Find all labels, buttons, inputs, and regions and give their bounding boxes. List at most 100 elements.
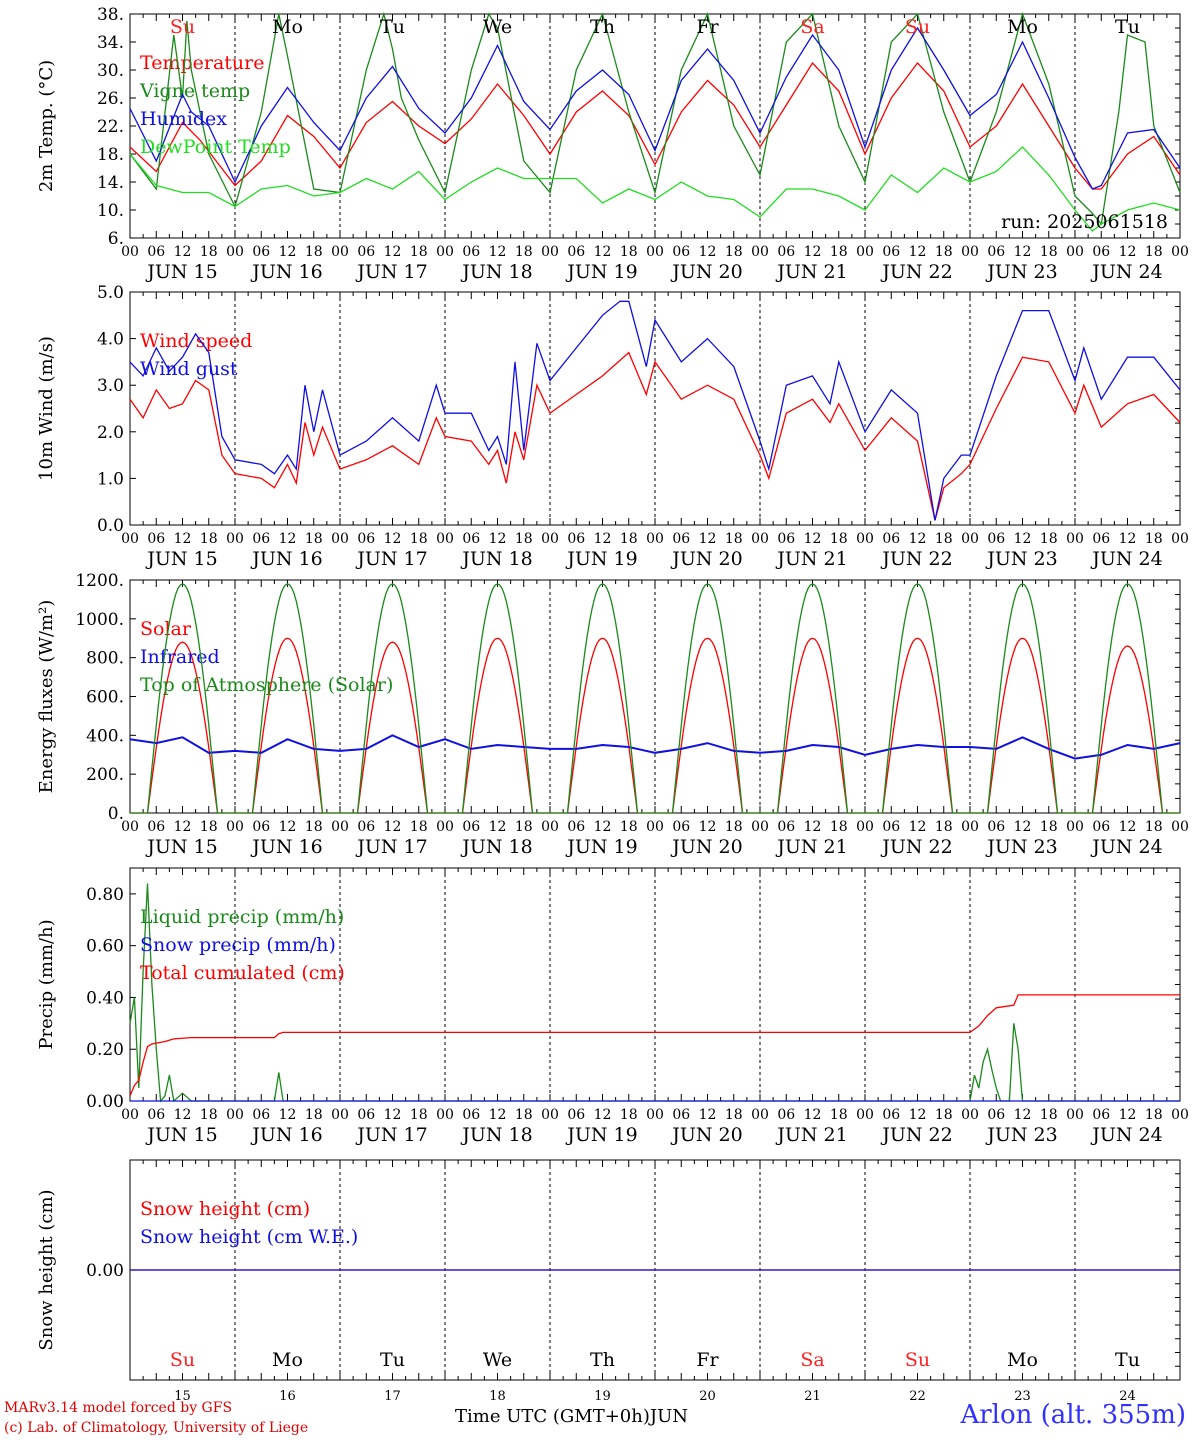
y-tick-label: 200.: [86, 765, 124, 785]
hour-label: 06: [357, 531, 375, 547]
hour-label: 06: [1092, 1107, 1110, 1123]
hour-label: 18: [830, 531, 848, 547]
y-tick-label: 0.0: [97, 516, 124, 536]
legend-entry: Infrared: [140, 646, 220, 668]
date-label: JUN 16: [250, 548, 322, 570]
day-number-label: 17: [384, 1389, 401, 1404]
hour-label: 00: [961, 244, 979, 260]
y-tick-label: 0.00: [86, 1092, 124, 1112]
hour-label: 00: [856, 244, 874, 260]
legend-entry: Vigne temp: [139, 80, 250, 102]
hour-label: 12: [594, 819, 612, 835]
day-number-label: 23: [1014, 1389, 1031, 1404]
legend-entry: Snow height (cm): [140, 1198, 310, 1220]
weekday-label: Fr: [696, 16, 719, 38]
hour-label: 12: [384, 531, 402, 547]
hour-label: 06: [147, 819, 165, 835]
hour-label: 12: [909, 244, 927, 260]
hour-label: 00: [751, 244, 769, 260]
hour-label: 18: [830, 1107, 848, 1123]
hour-label: 06: [987, 531, 1005, 547]
y-tick-label: 2.0: [97, 423, 124, 443]
hour-label: 00: [121, 1107, 139, 1123]
y-tick-label: 600.: [86, 688, 124, 708]
hour-label: 00: [541, 1107, 559, 1123]
date-label: JUN 24: [1090, 1124, 1162, 1146]
weekday-label: Th: [590, 16, 615, 38]
hour-label: 06: [1092, 531, 1110, 547]
hour-label: 06: [672, 531, 690, 547]
day-number-label: 24: [1119, 1389, 1136, 1404]
hour-label: 18: [305, 1107, 323, 1123]
date-label: JUN 22: [880, 836, 952, 858]
hour-label: 12: [384, 1107, 402, 1123]
date-label: JUN 18: [460, 548, 532, 570]
hour-label: 06: [882, 244, 900, 260]
y-tick-label: 0.00: [86, 1261, 124, 1281]
hour-label: 00: [646, 244, 664, 260]
date-label: JUN 18: [460, 261, 532, 283]
hour-label: 18: [935, 244, 953, 260]
weekday-label: Fr: [696, 1349, 719, 1371]
weekday-label: Su: [905, 16, 930, 38]
date-label: JUN 24: [1090, 548, 1162, 570]
weekday-label: Mo: [272, 1349, 303, 1371]
date-label: JUN 19: [565, 836, 637, 858]
day-number-label: 16: [279, 1389, 296, 1404]
date-label: JUN 18: [460, 836, 532, 858]
x-axis-month: JUN: [649, 1406, 689, 1427]
date-label: JUN 16: [250, 1124, 322, 1146]
hour-label: 12: [174, 531, 192, 547]
hour-label: 18: [1040, 819, 1058, 835]
hour-label: 06: [567, 531, 585, 547]
hour-label: 18: [725, 1107, 743, 1123]
legend-entry: Temperature: [140, 52, 264, 74]
hour-label: 00: [121, 819, 139, 835]
hour-label: 18: [620, 1107, 638, 1123]
hour-label: 00: [961, 1107, 979, 1123]
hour-label: 06: [357, 1107, 375, 1123]
y-tick-label: 3.0: [97, 376, 124, 396]
day-number-label: 18: [489, 1389, 506, 1404]
legend-entry: Top of Atmosphere (Solar): [140, 674, 393, 696]
series-line-wind-speed: [129, 351, 1181, 521]
legend-entry: Liquid precip (mm/h): [140, 906, 344, 928]
weekday-label: Mo: [1007, 16, 1038, 38]
hour-label: 18: [305, 531, 323, 547]
hour-label: 18: [1040, 244, 1058, 260]
run-label: run: 2025061518: [1001, 211, 1168, 233]
hour-label: 12: [1119, 531, 1137, 547]
hour-label: 18: [515, 244, 533, 260]
weekday-label: Su: [905, 1349, 930, 1371]
date-label: JUN 18: [460, 1124, 532, 1146]
y-tick-label: 6.: [108, 229, 124, 249]
series-line-wind-gust: [129, 300, 1181, 521]
station-label: Arlon (alt. 355m): [960, 1400, 1186, 1430]
date-label: JUN 15: [145, 1124, 217, 1146]
hour-label: 00: [541, 244, 559, 260]
hour-label: 00: [751, 531, 769, 547]
hour-label: 06: [987, 244, 1005, 260]
hour-label: 06: [987, 1107, 1005, 1123]
x-axis-title: Time UTC (GMT+0h): [455, 1406, 650, 1427]
hour-label: 06: [777, 244, 795, 260]
hour-label: 18: [830, 819, 848, 835]
hour-label: 00: [226, 531, 244, 547]
y-tick-label: 800.: [86, 649, 124, 669]
hour-label: 06: [147, 531, 165, 547]
hour-label: 12: [699, 1107, 717, 1123]
weekday-label: Th: [590, 1349, 615, 1371]
legend-entry: Total cumulated (cm): [140, 962, 345, 984]
y-tick-label: 0.40: [86, 988, 124, 1008]
hour-label: 06: [147, 1107, 165, 1123]
hour-label: 12: [1014, 244, 1032, 260]
date-label: JUN 22: [880, 548, 952, 570]
hour-label: 18: [305, 819, 323, 835]
hour-label: 00: [436, 244, 454, 260]
hour-label: 00: [121, 531, 139, 547]
weekday-label: Sa: [800, 16, 824, 38]
hour-label: 06: [357, 819, 375, 835]
series-line-vigne-temp: [129, 11, 1181, 226]
